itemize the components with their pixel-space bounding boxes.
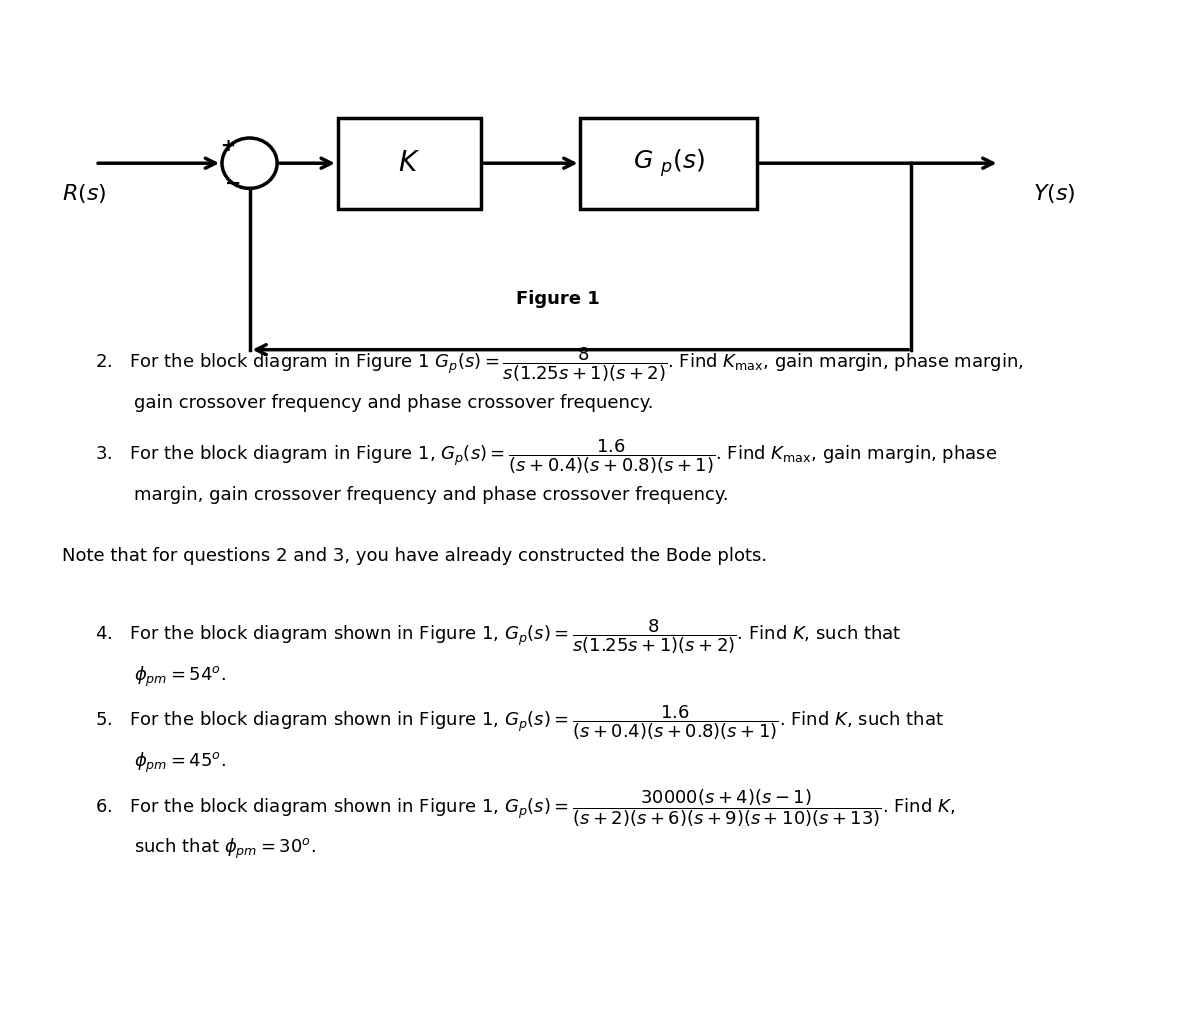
Text: Figure 1: Figure 1: [517, 290, 601, 309]
Text: $\phi_{pm} = 54^o$.: $\phi_{pm} = 54^o$.: [134, 665, 226, 690]
Text: $R(s)$: $R(s)$: [62, 182, 106, 205]
Text: $Y(s)$: $Y(s)$: [1033, 182, 1075, 205]
Text: Note that for questions 2 and 3, you have already constructed the Bode plots.: Note that for questions 2 and 3, you hav…: [62, 548, 768, 565]
Text: −: −: [224, 174, 241, 193]
Text: margin, gain crossover frequency and phase crossover frequency.: margin, gain crossover frequency and pha…: [134, 485, 728, 504]
Text: 5.   For the block diagram shown in Figure 1, $G_p(s) = \dfrac{1.6}{(s+0.4)(s+0.: 5. For the block diagram shown in Figure…: [96, 703, 944, 742]
Text: 2.   For the block diagram in Figure 1 $G_p(s) = \dfrac{8}{s(1.25s+1)(s+2)}$. Fi: 2. For the block diagram in Figure 1 $G_…: [96, 345, 1023, 384]
FancyBboxPatch shape: [580, 118, 757, 208]
Text: 4.   For the block diagram shown in Figure 1, $G_p(s) = \dfrac{8}{s(1.25s+1)(s+2: 4. For the block diagram shown in Figure…: [96, 617, 901, 656]
Text: $K$: $K$: [399, 149, 420, 177]
Text: +: +: [220, 137, 235, 155]
Text: $\phi_{pm} = 45^o$.: $\phi_{pm} = 45^o$.: [134, 751, 226, 775]
Text: 6.   For the block diagram shown in Figure 1, $G_p(s) = \dfrac{30000(s+4)(s-1)}{: 6. For the block diagram shown in Figure…: [96, 788, 955, 829]
Text: such that $\phi_{pm} = 30^o$.: such that $\phi_{pm} = 30^o$.: [134, 837, 315, 861]
Text: gain crossover frequency and phase crossover frequency.: gain crossover frequency and phase cross…: [134, 394, 653, 412]
Text: $G\ _p(s)$: $G\ _p(s)$: [633, 147, 704, 179]
Text: 3.   For the block diagram in Figure 1, $G_p(s) = \dfrac{1.6}{(s+0.4)(s+0.8)(s+1: 3. For the block diagram in Figure 1, $G…: [96, 437, 997, 476]
FancyBboxPatch shape: [338, 118, 481, 208]
